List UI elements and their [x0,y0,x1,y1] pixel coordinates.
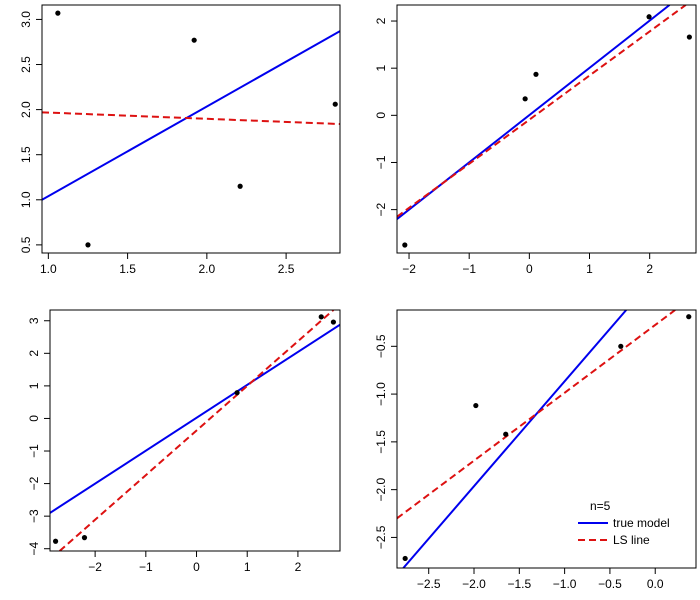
data-point [473,402,479,409]
x-tick-label: −1 [462,262,476,276]
y-tick-label: −2.5 [374,525,388,549]
y-tick-label: −1.5 [374,430,388,454]
y-tick-label: 3.0 [19,11,33,28]
y-tick-label: −0.5 [374,334,388,358]
y-tick-label: 0.5 [19,236,33,253]
x-tick-label: 0 [526,262,533,276]
data-point [533,71,539,77]
panel-bottom-right: −2.5 −2.0 −1.5 −1.0 −0.5 0.0 −2.5 −2.0 −1.5 −1.0 −… [374,309,697,591]
y-tick-label: −3 [27,509,41,523]
legend-label: LS line [613,533,650,547]
x-tick-label: 0 [193,560,200,574]
true-model-line [402,310,627,568]
y-tick-label: −1 [27,444,41,458]
x-tick-label: −0.5 [598,577,622,591]
x-tick-label: 0.0 [647,577,664,591]
y-tick-label: −2.0 [374,477,388,501]
panel-top-right: −2 −1 0 1 2 −2 −1 0 1 2 [374,4,697,276]
data-point [618,343,624,349]
plot-frame [49,309,341,552]
x-tick-label: −2.5 [417,577,441,591]
panel-top-left: 1.0 1.5 2.0 2.5 0.5 1.0 1.5 2.0 2.5 3.0 [19,4,341,276]
x-tick-label: 1.5 [119,262,136,276]
y-tick-label: 0 [27,415,41,422]
data-point [402,555,408,562]
data-point [52,538,59,544]
y-tick-label: −1 [374,155,388,169]
x-tick-label: 2 [646,262,653,276]
data-point [686,34,692,40]
ls-line [58,310,335,551]
data-point [237,183,243,189]
x-tick-label: −2 [88,560,102,574]
x-tick-label: 1.0 [40,262,57,276]
data-point [330,319,337,325]
true-model-line [42,30,340,201]
y-tick-label: 2.5 [19,56,33,73]
plot-frame [396,4,697,254]
y-tick-label: 2 [374,17,388,24]
y-tick-label: −2 [27,476,41,490]
y-tick-label: 3 [27,317,41,324]
x-tick-label: −1 [139,560,153,574]
ls-line [397,5,687,218]
x-tick-label: 2.0 [199,262,216,276]
data-point [191,37,197,43]
data-point [686,314,692,320]
x-tick-label: −2.0 [462,577,486,591]
data-point [55,10,61,16]
y-tick-label: 2 [27,350,41,357]
y-tick-label: 0 [374,112,388,119]
x-tick-label: −1.5 [507,577,531,591]
y-tick-label: 1.0 [19,191,33,208]
x-tick-label: 1 [586,262,593,276]
legend-title: n=5 [590,499,611,513]
y-tick-label: 2.0 [19,101,33,118]
data-point [522,96,528,102]
ls-line [397,310,676,520]
y-tick-label: −2 [374,202,388,216]
legend-label: true model [613,516,670,530]
x-tick-label: 1 [244,560,251,574]
data-point [503,431,509,437]
plot-frame [41,4,341,254]
x-tick-label: 2.5 [278,262,295,276]
data-point [85,242,91,248]
y-tick-label: 1.5 [19,146,33,163]
data-point [646,14,652,20]
panel-bottom-left: −2 −1 0 1 2 −4 −3 −2 −1 0 1 2 3 [27,309,341,574]
y-tick-label: 1 [27,382,41,389]
data-point [318,314,324,320]
x-tick-label: −1.0 [553,577,577,591]
x-tick-label: 2 [295,560,302,574]
y-tick-label: −1.0 [374,382,388,406]
true-model-line [50,323,340,514]
data-point [402,242,408,248]
y-tick-label: −4 [27,542,41,556]
x-tick-label: −2 [402,262,416,276]
ls-line [42,111,340,126]
plot-frame [396,309,697,569]
data-point [332,101,338,107]
data-point [81,535,88,541]
y-tick-label: 1 [374,65,388,72]
data-point [234,390,240,396]
